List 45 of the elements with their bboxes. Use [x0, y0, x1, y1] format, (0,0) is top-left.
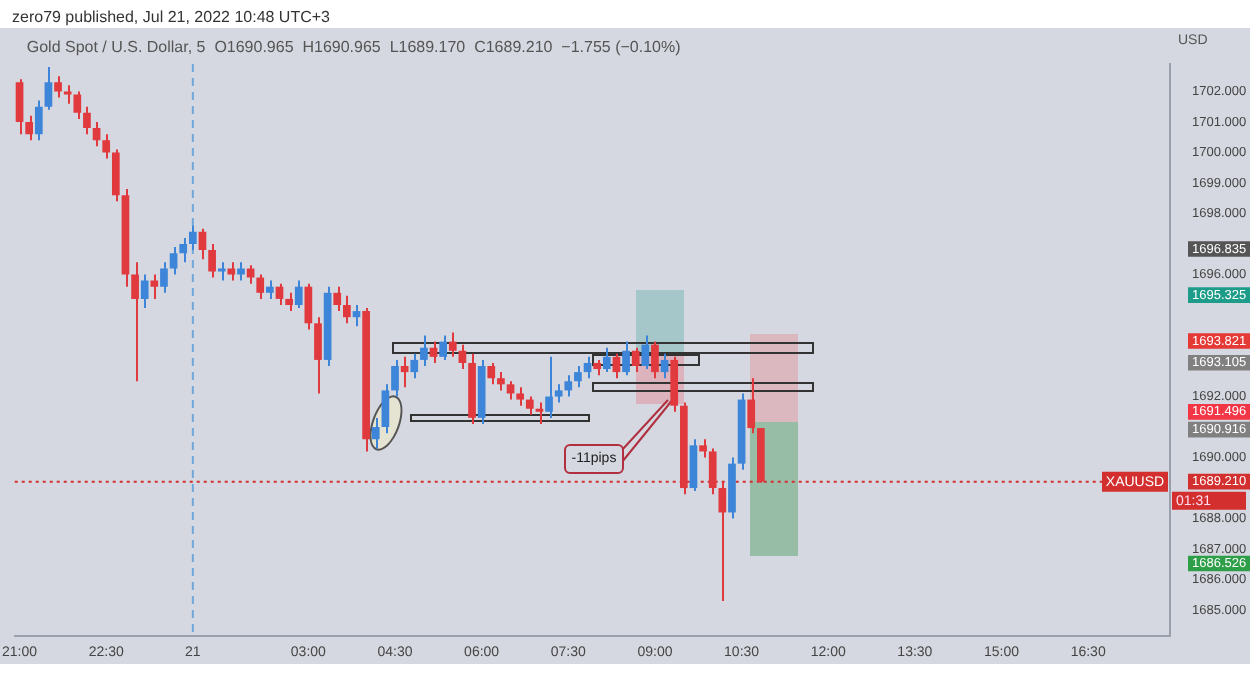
candlestick [208, 242, 216, 279]
candlestick [420, 334, 428, 368]
candlestick [111, 148, 120, 203]
candlestick [689, 438, 698, 493]
candlestick [150, 273, 159, 300]
candlestick [314, 316, 322, 395]
chart-title: zero79 published, Jul 21, 2022 10:48 UTC+3 [12, 8, 330, 26]
candlestick [410, 352, 419, 380]
chart-subtitle: Gold Spot / U.S. Dollar, 5 O1690.965 H1690.965 L1689.170 C1689.210 −1.755 (−0.10%) [26, 38, 682, 57]
candlestick [708, 447, 717, 496]
candlestick [217, 261, 226, 282]
candlestick [246, 264, 255, 285]
candlestick [237, 261, 245, 282]
candlestick [506, 380, 515, 401]
candlestick [497, 371, 505, 392]
candlestick [140, 273, 149, 310]
candlestick [256, 273, 265, 300]
candlestick [670, 355, 679, 413]
candlestick [343, 294, 351, 325]
candlestick [54, 75, 62, 99]
candlestick [574, 365, 582, 389]
candlestick [439, 334, 447, 361]
candlestick [371, 416, 380, 450]
candlestick [564, 374, 573, 398]
candlestick [227, 261, 236, 282]
candlestick [641, 334, 650, 371]
candlestick [285, 291, 293, 313]
candlestick [612, 352, 621, 380]
candlestick [429, 340, 438, 364]
candlestick [535, 401, 544, 425]
candlestick [448, 331, 457, 358]
candlestick [583, 355, 592, 380]
candlestick [160, 261, 168, 294]
candlestick [294, 279, 303, 310]
candlestick [102, 133, 111, 160]
candlestick [525, 395, 534, 416]
candlestick [718, 480, 727, 602]
candlestick [651, 340, 659, 380]
candlestick [516, 386, 525, 407]
candlestick [266, 279, 274, 300]
candlestick [622, 340, 630, 377]
candlestick [34, 99, 43, 142]
candlestick [602, 346, 611, 374]
candlestick [631, 346, 640, 374]
candlestick [44, 66, 53, 111]
